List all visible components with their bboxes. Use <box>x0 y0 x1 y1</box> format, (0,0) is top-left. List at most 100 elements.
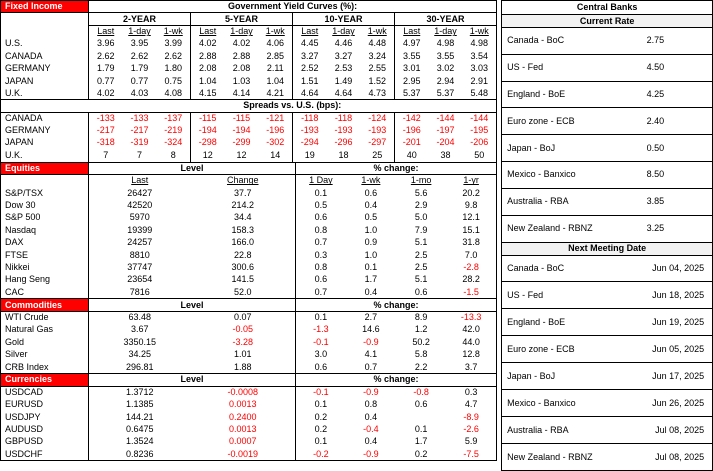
row-label: AUDUSD <box>5 423 44 434</box>
value-cell: -324 <box>164 137 183 148</box>
value-cell: 3.95 <box>130 38 149 49</box>
row-label: CANADA <box>5 50 43 61</box>
value-cell: -137 <box>164 112 183 123</box>
value-cell: 2.2 <box>414 361 428 372</box>
central-bank-rate-row: Canada - BoC 2.75 <box>502 28 713 55</box>
value-cell: 1.01 <box>233 349 252 360</box>
value-cell: 3.0 <box>295 348 346 361</box>
currencies-table: Currencies Level % change: USDCAD 1.3712 -… <box>0 373 498 461</box>
next-meetings-list: Canada - BoC Jun 04, 2025 US - Fed Jun 18, … <box>502 256 713 471</box>
value-cell: 2.62 <box>164 50 183 61</box>
value-cell: -118 <box>292 112 327 125</box>
table-row: U.K. 4.02 4.03 4.08 4.15 4.14 4.21 4.64 4.64 4.73… <box>1 87 498 100</box>
value-cell: -115 <box>190 112 225 125</box>
value-cell: 50 <box>462 149 498 162</box>
column-header: Last <box>88 25 123 38</box>
value-cell: -193 <box>292 124 327 137</box>
value-cell: 3.02 <box>436 63 455 74</box>
tenor-header: 2-YEAR <box>88 12 191 26</box>
central-bank-meeting-row: US - Fed Jun 18, 2025 <box>502 282 713 310</box>
value-cell: 158.3 <box>231 224 255 235</box>
central-bank-name: New Zealand - RBNZ <box>507 451 593 462</box>
value-cell: 0.4 <box>364 199 378 210</box>
value-cell: 4.08 <box>164 87 183 98</box>
value-cell: 5.48 <box>462 87 498 100</box>
value-cell: 1.1385 <box>88 398 191 411</box>
value-cell: -219 <box>164 125 183 136</box>
value-cell: 24257 <box>88 236 191 249</box>
central-bank-name: England - BoE <box>507 316 566 327</box>
value-cell: 22.8 <box>233 249 252 260</box>
value-cell: 5.9 <box>446 435 498 449</box>
value-cell: 5.37 <box>394 87 429 100</box>
row-label: JAPAN <box>5 137 34 148</box>
value-cell: 3.54 <box>462 50 498 63</box>
value-cell: 3.01 <box>394 62 429 75</box>
central-bank-name: England - BoE <box>507 89 566 100</box>
value-cell: 0.07 <box>233 312 252 323</box>
value-cell: -121 <box>266 112 285 123</box>
equities-pct-change-header: % change: <box>295 161 498 175</box>
value-cell: 2.88 <box>190 50 225 63</box>
value-cell: 3.67 <box>88 323 191 337</box>
value-cell: -13.3 <box>446 311 498 324</box>
value-cell: 34.25 <box>88 348 191 361</box>
value-cell: 0.6 <box>414 399 428 410</box>
value-cell: -298 <box>190 136 225 150</box>
central-banks-panel: Central Banks Current Rate Canada - BoC 2… <box>501 0 713 471</box>
central-bank-meeting-row: Mexico - Banxico Jun 26, 2025 <box>502 390 713 418</box>
value-cell: -0.1 <box>295 336 346 349</box>
table-row: AUDUSD 0.6475 0.0013 0.2 -0.4 0.1 -2.6 <box>1 423 498 436</box>
table-row: JAPAN 0.77 0.77 0.75 1.04 1.03 1.04 1.51 1.49 1.5… <box>1 74 498 88</box>
fi-column-header-row: Last 1-day 1-wk Last 1-day 1-wk Last 1-day 1-wk L… <box>1 25 498 38</box>
value-cell: 5.0 <box>414 212 428 223</box>
table-row: EURUSD 1.1385 0.0013 0.1 0.8 0.6 4.7 <box>1 398 498 411</box>
value-cell: 0.75 <box>164 75 183 86</box>
central-bank-name: US - Fed <box>507 289 544 300</box>
table-row: Nikkei 37747 300.6 0.8 0.1 2.5 -2.8 <box>1 261 498 274</box>
value-cell: -8.9 <box>446 410 498 424</box>
value-cell: 1.3712 <box>88 386 191 399</box>
row-label: Gold <box>5 336 25 347</box>
value-cell: 15.1 <box>446 224 498 237</box>
row-label: GBPUSD <box>5 436 44 447</box>
table-row: CANADA -133 -133 -137 -115 -115 -121 -118 -118 -1… <box>1 112 498 125</box>
value-cell: 4.98 <box>436 38 455 49</box>
value-cell: 2.52 <box>292 62 327 75</box>
central-banks-title: Central Banks <box>502 1 713 15</box>
central-bank-name: New Zealand - RBNZ <box>507 223 593 234</box>
row-label: Dow 30 <box>5 199 36 210</box>
spacer-cell <box>1 25 89 37</box>
value-cell: 166.0 <box>231 237 255 248</box>
row-label: CANADA <box>5 112 43 123</box>
value-cell: -318 <box>88 136 123 150</box>
value-cell: 8 <box>170 149 176 160</box>
value-cell: 1.04 <box>266 75 285 86</box>
value-cell: 2.08 <box>190 62 225 75</box>
central-bank-name: US - Fed <box>507 62 544 73</box>
value-cell: 4.21 <box>266 87 285 98</box>
spreads-title: Spreads vs. U.S. (bps): <box>88 99 497 113</box>
row-label: CAC <box>5 286 25 297</box>
current-rate-header: Current Rate <box>502 15 713 28</box>
central-bank-name: Canada - BoC <box>507 262 565 273</box>
row-label: GERMANY <box>5 63 51 74</box>
value-cell: 3.03 <box>462 62 498 75</box>
value-cell: 1.79 <box>130 63 149 74</box>
table-row: U.S. 3.96 3.95 3.99 4.02 4.02 4.06 4.45 4.46 4.48… <box>1 37 498 51</box>
value-cell: 3350.15 <box>88 336 191 349</box>
value-cell: -0.1 <box>295 386 346 399</box>
value-cell: 4.46 <box>334 38 353 49</box>
value-cell: 1.51 <box>292 74 327 88</box>
value-cell: -193 <box>334 125 353 136</box>
value-cell: -319 <box>130 137 149 148</box>
meeting-date-value: Jul 08, 2025 <box>655 424 705 435</box>
meeting-date-value: Jun 26, 2025 <box>652 397 705 408</box>
row-label: Nasdaq <box>5 224 37 235</box>
fixed-income-header-row: Fixed Income Government Yield Curves (%)… <box>0 0 498 14</box>
value-cell: 0.0007 <box>228 436 257 447</box>
value-cell: 0.9 <box>364 237 378 248</box>
meeting-date-value: Jun 04, 2025 <box>652 262 705 273</box>
central-bank-meeting-row: Euro zone - ECB Jun 05, 2025 <box>502 336 713 364</box>
value-cell: -196 <box>394 124 429 137</box>
